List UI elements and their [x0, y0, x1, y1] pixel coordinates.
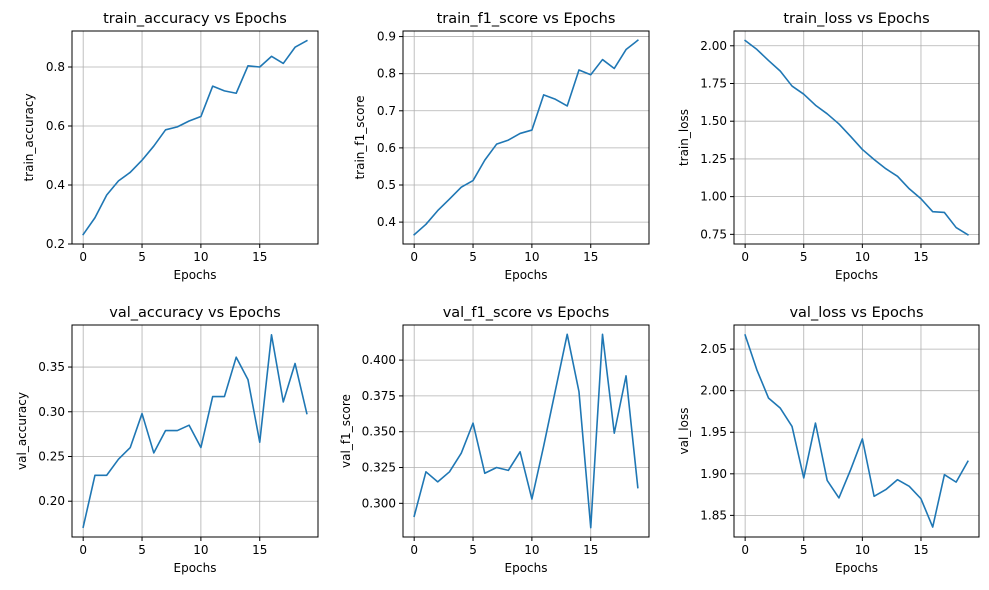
- y-tick-label: 2.00: [700, 384, 727, 398]
- plot-frame: [402, 30, 650, 245]
- x-axis-label: Epochs: [174, 561, 217, 575]
- plot-frame: [402, 324, 650, 538]
- y-axis-label: train_accuracy: [22, 93, 36, 181]
- chart-title: train_loss vs Epochs: [783, 11, 929, 27]
- y-tick-label: 1.50: [700, 114, 727, 128]
- y-tick-label: 1.95: [700, 425, 727, 439]
- chart-title: train_accuracy vs Epochs: [103, 11, 287, 27]
- y-tick-label: 0.8: [46, 60, 65, 74]
- subplot-2: 0 5 10 15 0.4 0.5 0.6 0.7 0.8 0.9 train_f1_score v…: [353, 11, 650, 282]
- y-tick-label: 0.7: [377, 104, 396, 118]
- y-tick-label: 1.90: [700, 467, 727, 481]
- y-tick-label: 1.00: [700, 190, 727, 204]
- y-tick-label: 0.375: [362, 389, 396, 403]
- x-axis-label: Epochs: [505, 268, 548, 282]
- y-axis-label: val_loss: [677, 408, 691, 455]
- series-line: [744, 39, 969, 236]
- x-tick-label: 5: [800, 250, 808, 264]
- x-tick-label: 10: [524, 250, 539, 264]
- x-tick-label: 0: [410, 250, 418, 264]
- series-line: [413, 333, 639, 529]
- y-tick-label: 0.6: [377, 141, 396, 155]
- y-axis-label: train_f1_score: [353, 95, 367, 179]
- series-line: [413, 39, 639, 236]
- x-tick-label: 15: [252, 250, 267, 264]
- y-tick-label: 0.2: [46, 237, 65, 251]
- chart-title: train_f1_score vs Epochs: [437, 11, 616, 27]
- x-tick-label: 0: [79, 250, 87, 264]
- x-tick-label: 15: [913, 250, 928, 264]
- x-tick-label: 5: [800, 543, 808, 557]
- y-tick-label: 2.00: [700, 39, 727, 53]
- plot-frame: [71, 30, 319, 245]
- x-tick-label: 10: [855, 250, 870, 264]
- chart-title: val_f1_score vs Epochs: [443, 305, 610, 321]
- x-tick-label: 15: [913, 543, 928, 557]
- x-axis-label: Epochs: [835, 268, 878, 282]
- y-axis-label: val_accuracy: [15, 392, 29, 470]
- x-tick-label: 15: [583, 250, 598, 264]
- y-tick-label: 0.5: [377, 178, 396, 192]
- plot-frame: [733, 30, 980, 245]
- y-tick-label: 0.30: [38, 405, 65, 419]
- x-axis-label: Epochs: [174, 268, 217, 282]
- x-tick-label: 10: [193, 543, 208, 557]
- chart-title: val_accuracy vs Epochs: [109, 305, 280, 321]
- x-tick-label: 0: [741, 543, 749, 557]
- x-tick-label: 10: [193, 250, 208, 264]
- x-axis-label: Epochs: [835, 561, 878, 575]
- y-tick-label: 0.4: [377, 215, 396, 229]
- y-tick-label: 0.350: [362, 425, 396, 439]
- series-line: [82, 334, 308, 529]
- y-axis-label: val_f1_score: [339, 394, 353, 468]
- y-tick-label: 0.300: [362, 496, 396, 510]
- subplot-5: 0 5 10 15 0.300 0.325 0.350 0.375 0.400 val_f1_sc…: [339, 305, 650, 575]
- y-tick-label: 0.20: [38, 494, 65, 508]
- y-tick-label: 0.9: [377, 30, 396, 44]
- subplot-1: 0 5 10 15 0.2 0.4 0.6 0.8 train_accuracy vs Epoc…: [22, 11, 319, 282]
- y-tick-label: 1.25: [700, 152, 727, 166]
- y-tick-label: 1.75: [700, 76, 727, 90]
- y-tick-label: 0.400: [362, 353, 396, 367]
- y-tick-label: 0.4: [46, 178, 65, 192]
- x-tick-label: 0: [410, 543, 418, 557]
- x-tick-label: 0: [741, 250, 749, 264]
- y-tick-label: 0.25: [38, 449, 65, 463]
- subplot-4: 0 5 10 15 0.20 0.25 0.30 0.35 val_accuracy vs Ep…: [15, 305, 319, 575]
- y-tick-label: 0.6: [46, 119, 65, 133]
- x-tick-label: 15: [583, 543, 598, 557]
- y-tick-label: 1.85: [700, 508, 727, 522]
- x-tick-label: 10: [855, 543, 870, 557]
- y-tick-label: 2.05: [700, 342, 727, 356]
- x-tick-label: 5: [138, 543, 146, 557]
- x-axis-label: Epochs: [505, 561, 548, 575]
- plot-frame: [71, 324, 319, 538]
- y-axis-label: train_loss: [677, 109, 691, 166]
- y-tick-label: 0.75: [700, 227, 727, 241]
- x-tick-label: 5: [469, 543, 477, 557]
- x-tick-label: 0: [79, 543, 87, 557]
- x-tick-label: 5: [469, 250, 477, 264]
- chart-title: val_loss vs Epochs: [789, 305, 923, 321]
- x-tick-label: 15: [252, 543, 267, 557]
- subplot-3: 0 5 10 15 0.75 1.00 1.25 1.50 1.75 2.00 train_loss…: [677, 11, 980, 282]
- y-tick-label: 0.8: [377, 67, 396, 81]
- y-tick-label: 0.325: [362, 461, 396, 475]
- subplot-6: 0 5 10 15 1.85 1.90 1.95 2.00 2.05 val_loss vs Ep…: [677, 305, 980, 575]
- series-line: [744, 333, 969, 528]
- x-tick-label: 10: [524, 543, 539, 557]
- x-tick-label: 5: [138, 250, 146, 264]
- series-line: [82, 39, 308, 236]
- plot-frame: [733, 324, 980, 538]
- y-tick-label: 0.35: [38, 360, 65, 374]
